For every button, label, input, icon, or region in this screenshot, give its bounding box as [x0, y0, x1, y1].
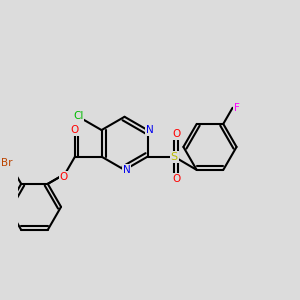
Text: S: S [171, 152, 178, 162]
Text: N: N [123, 165, 130, 175]
Text: F: F [234, 103, 239, 113]
Text: Br: Br [1, 158, 12, 168]
Text: O: O [71, 125, 79, 135]
Text: O: O [60, 172, 68, 182]
Text: O: O [172, 129, 181, 139]
Text: O: O [172, 174, 181, 184]
Text: N: N [146, 125, 154, 135]
Text: Cl: Cl [73, 111, 83, 121]
